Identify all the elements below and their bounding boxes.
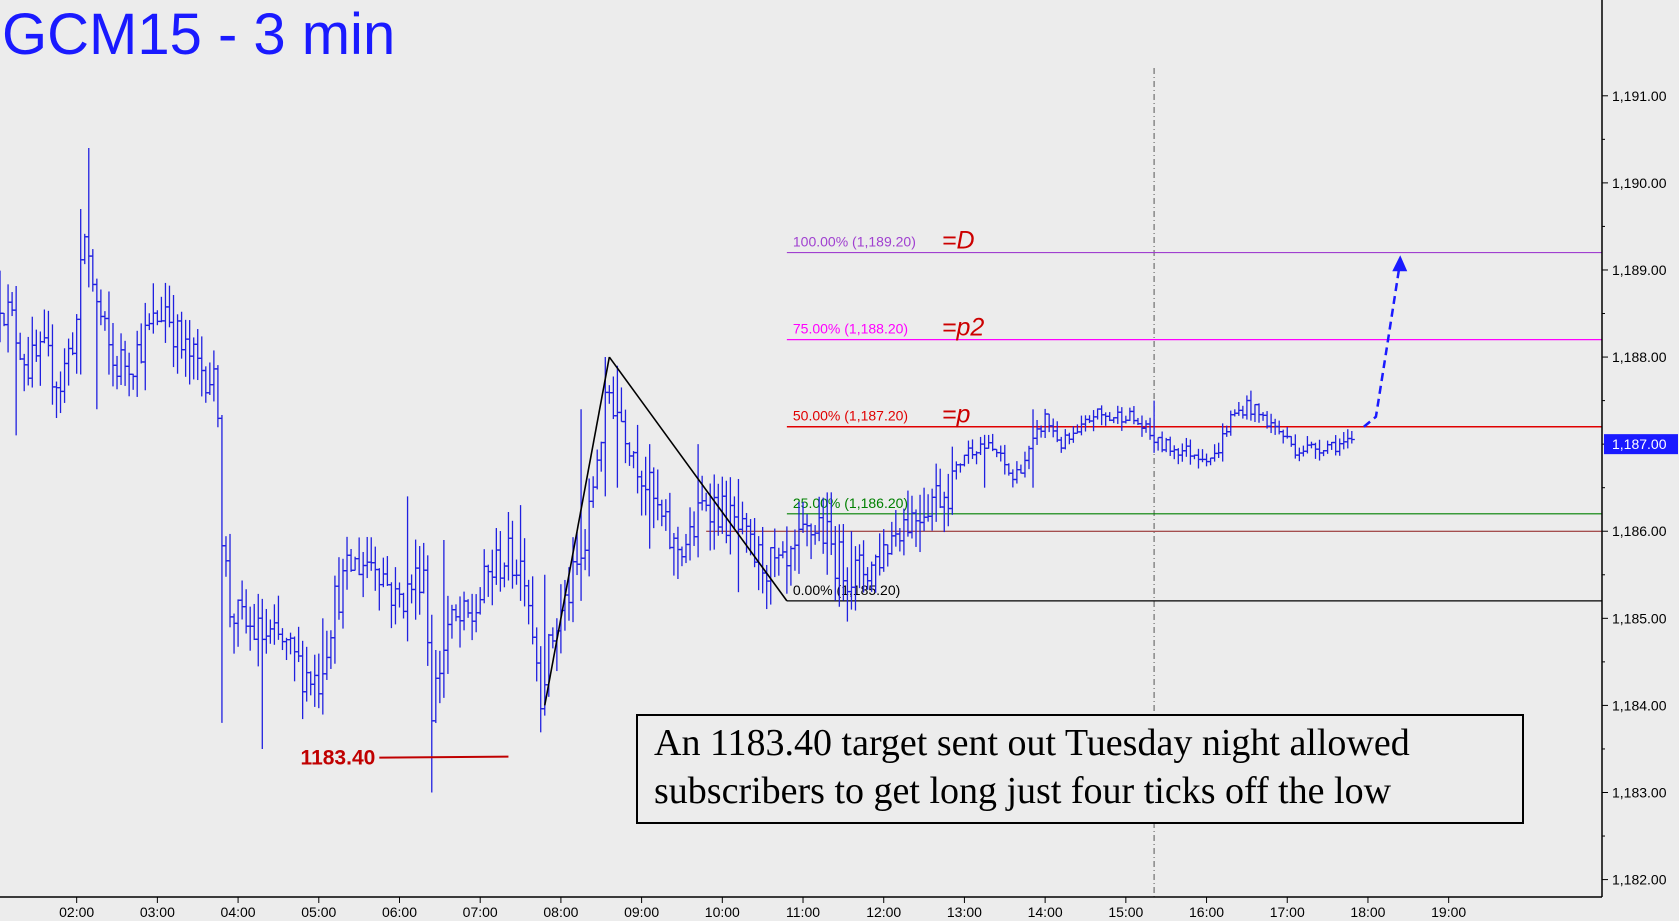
x-tick-label-17: 19:00 bbox=[1431, 904, 1466, 920]
y-tick-label-9: 1,191.00 bbox=[1612, 88, 1667, 104]
current-price-tag bbox=[1604, 434, 1678, 455]
x-tick-label-10: 12:00 bbox=[866, 904, 901, 920]
target-line bbox=[379, 755, 509, 759]
fib-label-4: 0.00% (1,185.20) bbox=[793, 582, 900, 598]
fib-tag-2: =p bbox=[942, 401, 971, 429]
x-tick-label-1: 03:00 bbox=[140, 904, 175, 920]
x-tick-label-4: 06:00 bbox=[382, 904, 417, 920]
abc-leg-0 bbox=[543, 356, 611, 706]
projection-arrowhead bbox=[1392, 255, 1408, 272]
annotation-line-1: An 1183.40 target sent out Tuesday night… bbox=[654, 722, 1410, 764]
price-bar bbox=[1348, 431, 1355, 444]
y-tick-label-2: 1,184.00 bbox=[1612, 697, 1667, 713]
projection-line bbox=[1363, 261, 1402, 428]
target-label: 1183.40 bbox=[301, 747, 376, 770]
current-price-label: 1,187.00 bbox=[1612, 436, 1667, 452]
x-tick-label-12: 14:00 bbox=[1028, 904, 1063, 920]
target-marker: 1183.40 bbox=[301, 747, 509, 770]
x-tick-label-9: 11:00 bbox=[786, 904, 820, 920]
x-tick-label-6: 08:00 bbox=[543, 904, 578, 920]
x-tick-label-2: 04:00 bbox=[221, 904, 256, 920]
annotation-line-2: subscribers to get long just four ticks … bbox=[654, 770, 1392, 812]
x-tick-label-13: 15:00 bbox=[1108, 904, 1143, 920]
x-tick-label-3: 05:00 bbox=[301, 904, 336, 920]
annotation-frame bbox=[636, 714, 1524, 824]
x-tick-label-11: 13:00 bbox=[947, 904, 982, 920]
chart-title: GCM15 - 3 min bbox=[2, 2, 395, 67]
x-tick-label-15: 17:00 bbox=[1270, 904, 1305, 920]
x-tick-label-5: 07:00 bbox=[463, 904, 498, 920]
y-tick-label-4: 1,186.00 bbox=[1612, 523, 1667, 539]
fib-tag-1: =p2 bbox=[942, 314, 985, 342]
y-tick-label-6: 1,188.00 bbox=[1612, 349, 1667, 365]
x-tick-label-8: 10:00 bbox=[705, 904, 740, 920]
fib-levels: 100.00% (1,189.20) =D75.00% (1,188.20) =p2… bbox=[706, 227, 1602, 602]
y-tick-label-7: 1,189.00 bbox=[1612, 262, 1667, 278]
price-bars bbox=[0, 148, 1355, 793]
abc-leg-1 bbox=[608, 356, 788, 602]
fib-label-0: 100.00% (1,189.20) bbox=[793, 234, 916, 250]
x-tick-label-16: 18:00 bbox=[1350, 904, 1385, 920]
y-tick-label-8: 1,190.00 bbox=[1612, 175, 1667, 191]
x-tick-label-0: 02:00 bbox=[59, 904, 94, 920]
y-tick-label-3: 1,185.00 bbox=[1612, 610, 1667, 626]
fib-label-1: 75.00% (1,188.20) bbox=[793, 321, 908, 337]
projection bbox=[1363, 255, 1408, 428]
x-tick-label-7: 09:00 bbox=[624, 904, 659, 920]
fib-tag-0: =D bbox=[942, 227, 975, 255]
annotation-box: An 1183.40 target sent out Tuesday night… bbox=[636, 714, 1524, 824]
x-tick-label-14: 16:00 bbox=[1189, 904, 1224, 920]
current-price-pointer bbox=[1604, 438, 1610, 451]
y-tick-label-0: 1,182.00 bbox=[1612, 872, 1667, 888]
fib-label-2: 50.00% (1,187.20) bbox=[793, 408, 908, 424]
y-tick-label-1: 1,183.00 bbox=[1612, 784, 1667, 800]
fib-label-3: 25.00% (1,186.20) bbox=[793, 495, 908, 511]
abc-pattern bbox=[543, 356, 788, 706]
